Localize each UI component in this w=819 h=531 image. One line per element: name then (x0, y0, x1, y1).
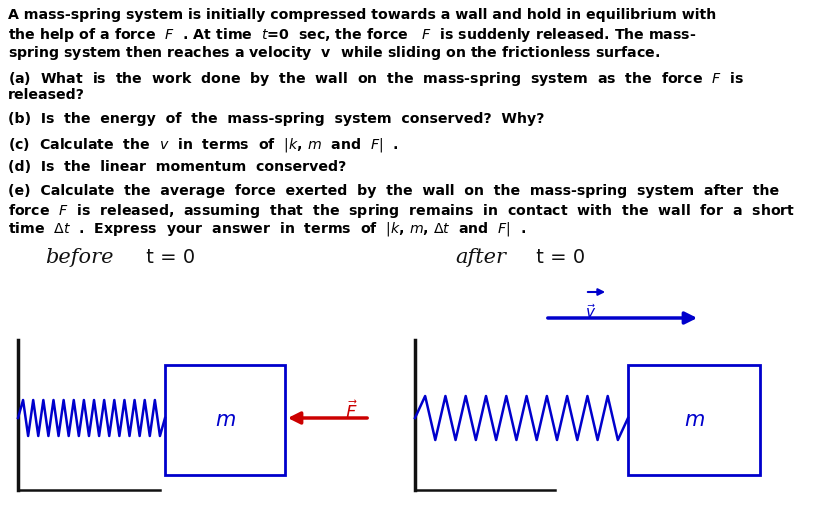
Text: (c)  Calculate  the  $\mathit{v}$  in  terms  of  $|k$, $m$  and  $F|$  .: (c) Calculate the $\mathit{v}$ in terms … (8, 136, 399, 154)
Text: time  $\Delta t$  .  Express  your  answer  in  terms  of  $|k$, $m$, $\Delta t$: time $\Delta t$ . Express your answer in… (8, 220, 527, 238)
Text: the help of a force  $\mathit{F}$  . At time  $\mathit{t}$=0  sec, the force   $: the help of a force $\mathit{F}$ . At ti… (8, 26, 696, 44)
Text: after: after (455, 248, 506, 267)
Text: t = 0: t = 0 (530, 248, 585, 267)
Text: $\vec{v}$: $\vec{v}$ (585, 303, 596, 321)
Text: $m$: $m$ (215, 410, 235, 430)
Bar (165, 365, 285, 475)
Text: released?: released? (8, 88, 85, 102)
Text: (e)  Calculate  the  average  force  exerted  by  the  wall  on  the  mass-sprin: (e) Calculate the average force exerted … (8, 184, 779, 198)
Text: (a)  What  is  the  work  done  by  the  wall  on  the  mass-spring  system  as : (a) What is the work done by the wall on… (8, 70, 744, 88)
Text: force  $\mathit{F}$  is  released,  assuming  that  the  spring  remains  in  co: force $\mathit{F}$ is released, assuming… (8, 202, 795, 220)
Text: $\vec{F}$: $\vec{F}$ (345, 400, 358, 423)
Text: (b)  Is  the  energy  of  the  mass-spring  system  conserved?  Why?: (b) Is the energy of the mass-spring sys… (8, 112, 545, 126)
Text: A mass-spring system is initially compressed towards a wall and hold in equilibr: A mass-spring system is initially compre… (8, 8, 717, 22)
Text: t = 0: t = 0 (140, 248, 195, 267)
Text: $m$: $m$ (684, 410, 704, 430)
Bar (628, 365, 760, 475)
Text: (d)  Is  the  linear  momentum  conserved?: (d) Is the linear momentum conserved? (8, 160, 346, 174)
Text: spring system then reaches a velocity  $\mathbf{v}$  while sliding on the fricti: spring system then reaches a velocity $\… (8, 44, 660, 62)
Text: before: before (45, 248, 114, 267)
